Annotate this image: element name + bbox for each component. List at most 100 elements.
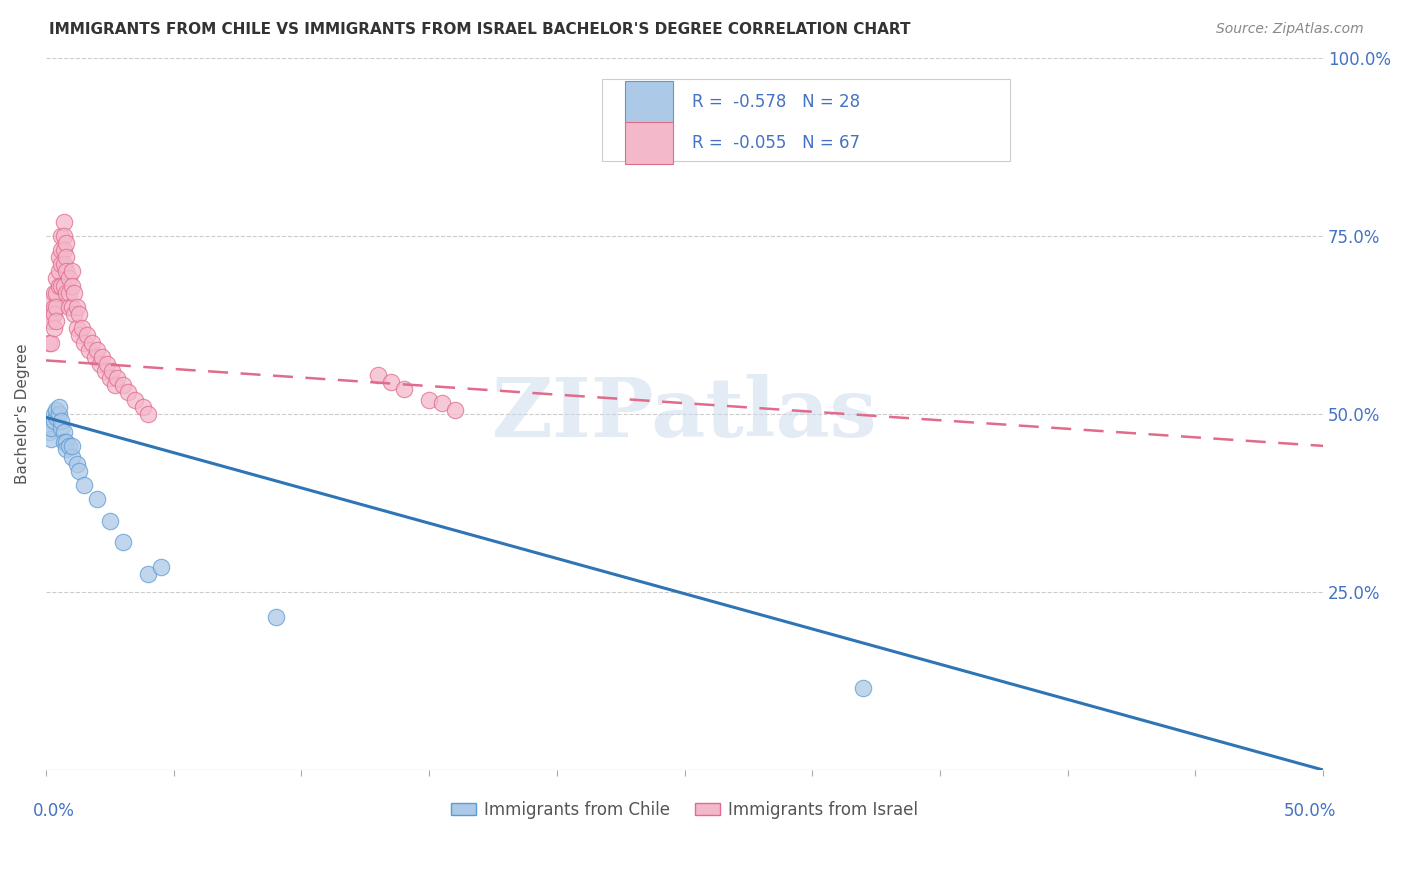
Point <box>107 371 129 385</box>
Point <box>60 264 83 278</box>
Point <box>83 350 105 364</box>
Point <box>101 364 124 378</box>
Point <box>58 300 80 314</box>
Point <box>65 457 87 471</box>
Point <box>55 264 77 278</box>
Point <box>51 278 73 293</box>
Point <box>93 364 115 378</box>
Point <box>38 425 60 439</box>
Point <box>89 357 111 371</box>
Point <box>45 403 67 417</box>
Point <box>76 328 98 343</box>
FancyBboxPatch shape <box>624 122 673 163</box>
Point <box>86 343 108 357</box>
Point <box>63 285 86 300</box>
Point <box>132 400 155 414</box>
Point <box>79 343 101 357</box>
Text: 50.0%: 50.0% <box>1284 802 1336 820</box>
Point <box>117 385 139 400</box>
Point <box>51 421 73 435</box>
Point <box>52 257 75 271</box>
Point <box>39 432 62 446</box>
Point <box>48 250 70 264</box>
Point <box>98 514 121 528</box>
Point <box>264 610 287 624</box>
Point <box>42 321 65 335</box>
Point <box>52 243 75 257</box>
Point <box>430 396 453 410</box>
Point <box>58 439 80 453</box>
Text: R =  -0.578   N = 28: R = -0.578 N = 28 <box>692 93 860 111</box>
Point <box>367 368 389 382</box>
Point <box>48 407 70 421</box>
Point <box>55 235 77 250</box>
Point <box>51 243 73 257</box>
Point <box>111 535 134 549</box>
Point <box>91 350 114 364</box>
Point <box>52 278 75 293</box>
Point <box>149 560 172 574</box>
Point <box>111 378 134 392</box>
Point <box>63 307 86 321</box>
Point <box>45 300 67 314</box>
Point <box>42 307 65 321</box>
Point <box>58 285 80 300</box>
Point <box>80 335 103 350</box>
Text: R =  -0.055   N = 67: R = -0.055 N = 67 <box>692 134 860 152</box>
Point <box>39 335 62 350</box>
Point <box>42 414 65 428</box>
Point <box>55 285 77 300</box>
Point <box>51 414 73 428</box>
Point <box>38 335 60 350</box>
Point <box>98 371 121 385</box>
Point <box>39 314 62 328</box>
Point <box>58 271 80 285</box>
Point <box>73 335 96 350</box>
Point <box>45 314 67 328</box>
Text: Source: ZipAtlas.com: Source: ZipAtlas.com <box>1216 22 1364 37</box>
Point <box>55 250 77 264</box>
Point <box>39 293 62 307</box>
Point <box>852 681 875 695</box>
Point <box>86 492 108 507</box>
Point <box>52 435 75 450</box>
Point <box>124 392 146 407</box>
Point <box>52 214 75 228</box>
Text: ZIPatlas: ZIPatlas <box>492 374 877 454</box>
Point <box>65 300 87 314</box>
Point <box>380 375 402 389</box>
Point <box>45 285 67 300</box>
Point <box>38 307 60 321</box>
Point <box>42 300 65 314</box>
Point <box>136 567 159 582</box>
Point <box>48 278 70 293</box>
Point <box>39 421 62 435</box>
Point <box>73 478 96 492</box>
Point <box>55 442 77 457</box>
Point <box>52 425 75 439</box>
Point <box>67 464 90 478</box>
Point <box>70 321 93 335</box>
Point <box>52 228 75 243</box>
Point <box>60 278 83 293</box>
Point <box>51 228 73 243</box>
Point <box>96 357 118 371</box>
Point <box>42 407 65 421</box>
FancyBboxPatch shape <box>624 81 673 122</box>
Point <box>45 271 67 285</box>
Point <box>55 435 77 450</box>
Point <box>65 321 87 335</box>
Point <box>67 307 90 321</box>
Point <box>418 392 440 407</box>
Point <box>443 403 465 417</box>
Point <box>67 328 90 343</box>
Text: IMMIGRANTS FROM CHILE VS IMMIGRANTS FROM ISRAEL BACHELOR'S DEGREE CORRELATION CH: IMMIGRANTS FROM CHILE VS IMMIGRANTS FROM… <box>49 22 911 37</box>
Point <box>48 264 70 278</box>
Legend: Immigrants from Chile, Immigrants from Israel: Immigrants from Chile, Immigrants from I… <box>444 795 925 826</box>
Point <box>51 257 73 271</box>
Y-axis label: Bachelor's Degree: Bachelor's Degree <box>15 343 30 484</box>
Point <box>136 407 159 421</box>
FancyBboxPatch shape <box>602 79 1011 161</box>
Point <box>60 450 83 464</box>
Point <box>392 382 415 396</box>
